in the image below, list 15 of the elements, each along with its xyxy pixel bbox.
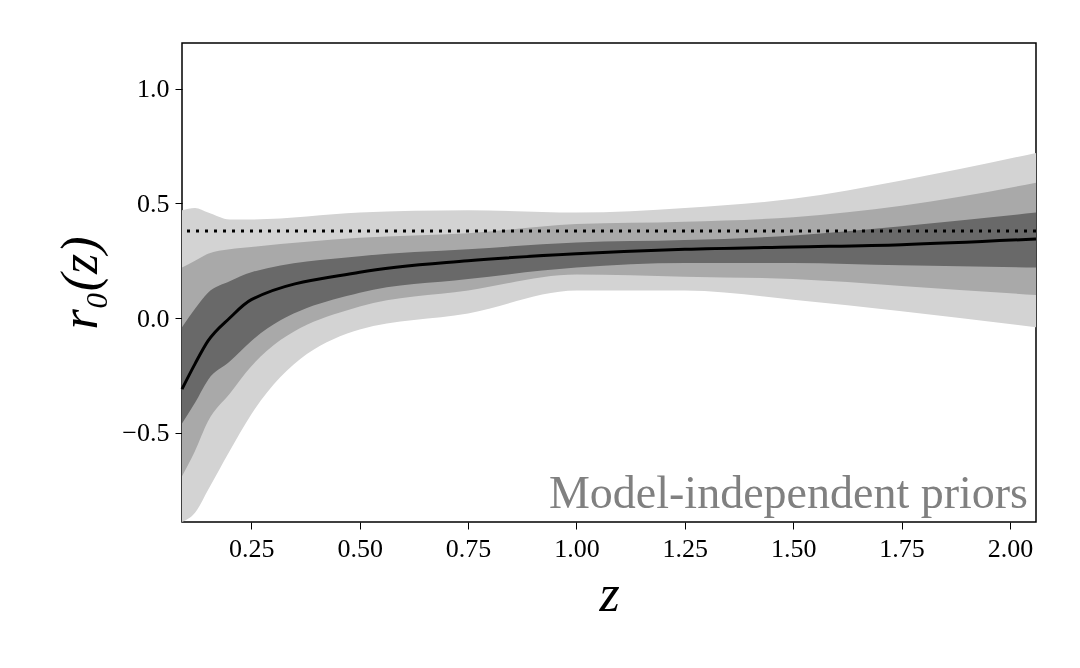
y-axis-title: r₀(z) xyxy=(51,236,110,330)
x-axis-title: z xyxy=(598,564,620,622)
x-tick-label: 1.75 xyxy=(879,533,925,563)
x-tick-label: 2.00 xyxy=(987,533,1034,563)
x-tick-label: 1.50 xyxy=(770,533,817,563)
y-tick-label: 0.5 xyxy=(137,188,170,218)
x-tick-label: 1.00 xyxy=(554,533,600,563)
x-tick-label: 1.25 xyxy=(662,533,709,563)
x-tick-label: 0.75 xyxy=(445,533,492,563)
x-tick-label: 0.50 xyxy=(337,533,383,563)
y-tick-label: −0.5 xyxy=(122,418,170,448)
x-tick-label: 0.25 xyxy=(229,533,275,563)
annotation: Model-independent priors xyxy=(548,467,1028,518)
y-tick-label: 1.0 xyxy=(137,74,170,104)
y-tick-label: 0.0 xyxy=(137,303,170,333)
